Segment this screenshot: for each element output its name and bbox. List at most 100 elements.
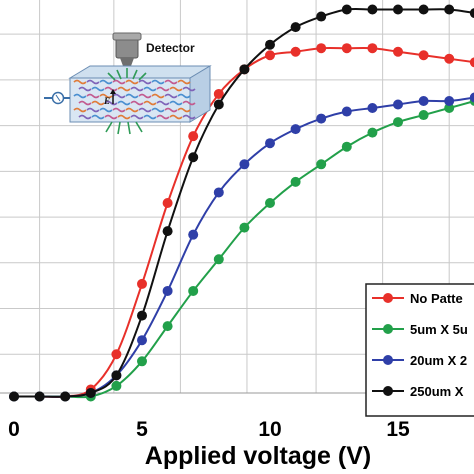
data-point <box>213 88 224 99</box>
fiber-strand <box>91 86 105 92</box>
data-point <box>418 110 429 121</box>
data-point <box>137 335 147 346</box>
x-tick-label: 0 <box>8 418 20 441</box>
data-point <box>213 254 224 265</box>
fiber-strand <box>169 100 183 106</box>
fiber-strand <box>156 100 170 106</box>
data-point <box>265 50 275 61</box>
data-point <box>188 285 199 296</box>
data-point <box>290 22 301 33</box>
fiber-strand <box>182 86 196 92</box>
data-point <box>137 356 147 367</box>
fiber-strand <box>125 107 139 113</box>
data-point <box>341 4 352 15</box>
data-point <box>265 39 275 50</box>
fiber-strand <box>169 114 183 120</box>
data-point <box>444 53 455 64</box>
legend-label: 20um X 2 <box>410 353 467 368</box>
data-point <box>393 99 403 110</box>
fiber-strand <box>117 114 131 120</box>
data-point <box>239 64 250 75</box>
data-point <box>316 43 327 54</box>
emission-rays-up <box>107 68 147 81</box>
x-tick-label: 10 <box>258 418 281 441</box>
data-point <box>341 141 352 152</box>
fiber-strand <box>182 114 196 120</box>
fiber-pattern <box>73 79 196 120</box>
data-point <box>418 4 429 15</box>
fiber-strand <box>169 86 183 92</box>
fiber-strand <box>156 114 170 120</box>
fiber-strand <box>130 86 144 92</box>
fiber-strand <box>117 100 131 106</box>
fiber-strand <box>156 86 170 92</box>
legend: No Patte 5um X 5u 20um X 2 250um X <box>365 283 474 417</box>
x-axis-label: Applied voltage (V) <box>145 442 371 470</box>
fiber-strand <box>177 93 191 99</box>
data-point <box>367 43 378 54</box>
fiber-strand <box>164 79 178 85</box>
device-front-face <box>69 77 191 123</box>
data-point <box>162 226 173 237</box>
detector-body-icon <box>115 37 139 59</box>
fiber-strand <box>78 100 92 106</box>
field-arrowhead-icon <box>110 89 116 94</box>
data-point <box>367 127 378 138</box>
data-point <box>393 4 403 15</box>
data-point <box>393 117 403 128</box>
data-point <box>111 370 122 381</box>
data-point <box>444 103 455 114</box>
x-tick-label: 5 <box>136 418 148 441</box>
voltage-source-mark <box>55 94 61 102</box>
fiber-strand <box>112 93 126 99</box>
fiber-strand <box>91 114 105 120</box>
fiber-strand <box>104 86 118 92</box>
data-point <box>137 278 147 289</box>
fiber-strand <box>125 79 139 85</box>
fiber-strand <box>138 93 152 99</box>
data-point <box>188 131 199 142</box>
legend-label: 250um X <box>410 384 464 399</box>
data-point <box>316 11 327 22</box>
data-point <box>111 380 122 391</box>
field-label: E <box>103 96 110 106</box>
data-point <box>239 159 250 170</box>
data-point <box>418 95 429 106</box>
fiber-strand <box>151 93 165 99</box>
fiber-strand <box>177 79 191 85</box>
legend-swatch-marker <box>383 386 393 396</box>
data-point <box>162 321 173 332</box>
fiber-strand <box>86 107 100 113</box>
data-point <box>85 387 96 398</box>
fiber-strand <box>104 100 118 106</box>
fiber-strand <box>78 86 92 92</box>
data-point <box>367 103 378 114</box>
fiber-strand <box>73 79 87 85</box>
fiber-strand <box>86 79 100 85</box>
data-point <box>316 113 327 124</box>
fiber-strand <box>164 107 178 113</box>
fiber-strand <box>151 79 165 85</box>
data-point <box>469 8 474 18</box>
fiber-strand <box>78 114 92 120</box>
legend-swatch-marker <box>383 355 393 365</box>
data-point <box>34 391 45 402</box>
fiber-strand <box>99 107 113 113</box>
fiber-strand <box>177 107 191 113</box>
data-point <box>239 222 250 233</box>
data-point <box>469 92 474 103</box>
data-point <box>111 349 122 360</box>
data-point <box>290 46 301 57</box>
fiber-strand <box>99 79 113 85</box>
fiber-strand <box>182 100 196 106</box>
data-point <box>341 43 352 54</box>
data-point <box>341 106 352 117</box>
fiber-strand <box>117 86 131 92</box>
data-point <box>265 198 275 208</box>
data-point <box>60 391 71 402</box>
detector-nozzle-icon <box>120 58 134 66</box>
fiber-strand <box>138 107 152 113</box>
legend-swatch-marker <box>383 324 393 334</box>
legend-swatch-marker <box>383 293 393 303</box>
